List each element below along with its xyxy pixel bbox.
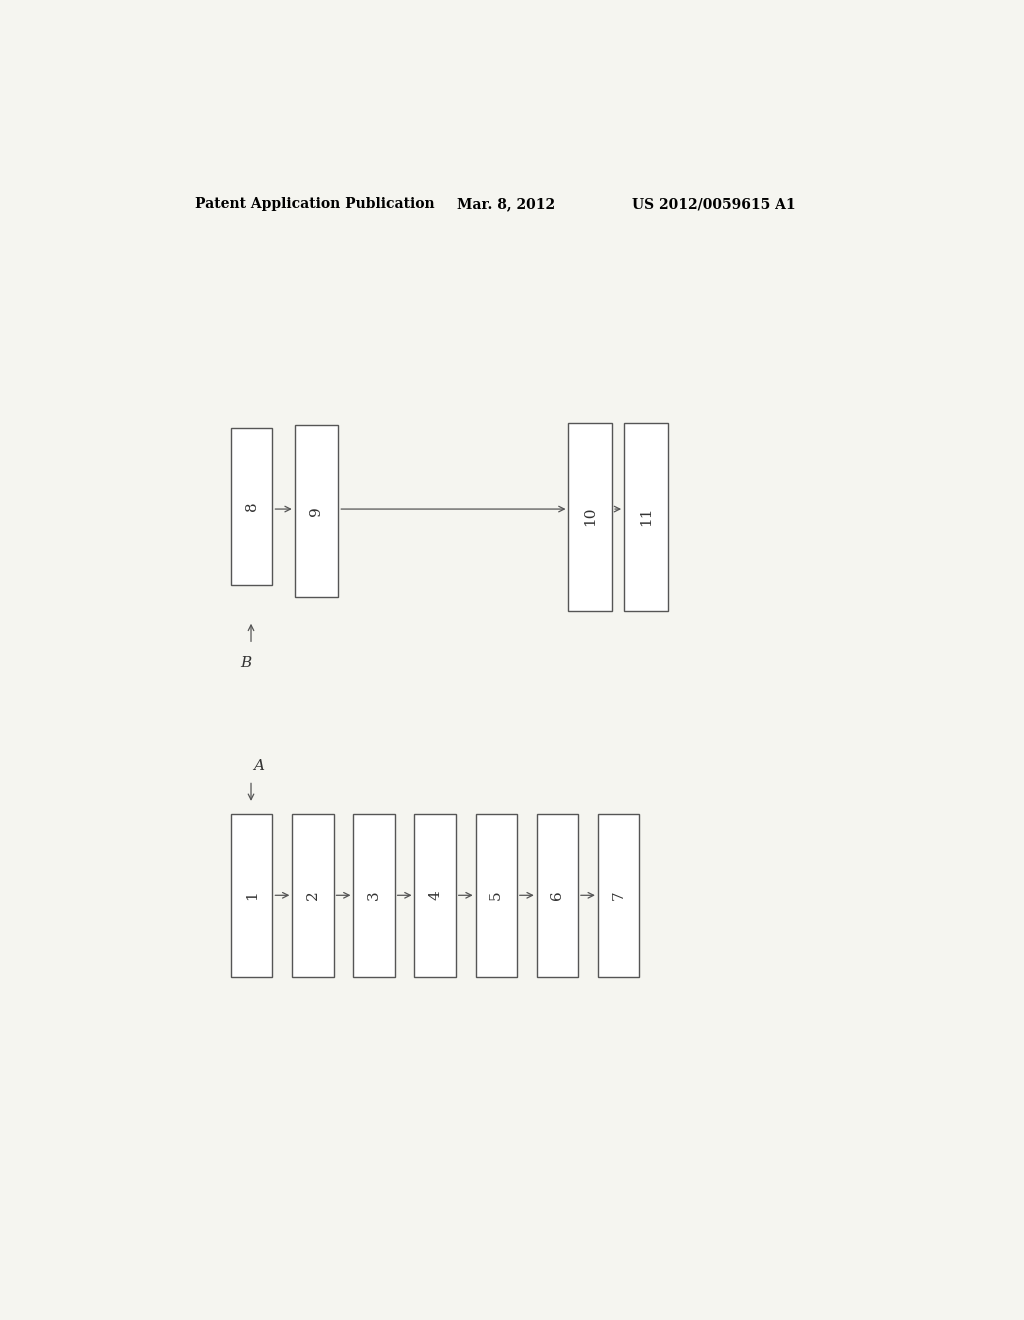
Text: 9: 9 <box>309 506 324 516</box>
Bar <box>231 428 272 585</box>
Text: 7: 7 <box>611 891 626 900</box>
Bar <box>475 814 517 977</box>
Text: 8: 8 <box>245 502 259 511</box>
Text: Patent Application Publication: Patent Application Publication <box>196 197 435 211</box>
Text: 11: 11 <box>639 507 653 527</box>
Text: 10: 10 <box>584 507 597 527</box>
Bar <box>353 814 394 977</box>
Text: US 2012/0059615 A1: US 2012/0059615 A1 <box>632 197 796 211</box>
Bar <box>598 814 639 977</box>
Bar <box>231 814 272 977</box>
Bar <box>415 814 456 977</box>
Bar <box>624 422 668 611</box>
Text: 4: 4 <box>428 891 442 900</box>
Bar <box>295 425 338 598</box>
Text: B: B <box>240 656 251 671</box>
Text: 1: 1 <box>245 891 259 900</box>
Text: 5: 5 <box>489 891 503 900</box>
Text: Mar. 8, 2012: Mar. 8, 2012 <box>458 197 555 211</box>
Text: 2: 2 <box>306 891 319 900</box>
Bar <box>292 814 334 977</box>
Bar <box>568 422 612 611</box>
Text: A: A <box>254 759 264 774</box>
Text: 6: 6 <box>550 891 564 900</box>
Bar <box>537 814 578 977</box>
Text: 3: 3 <box>367 891 381 900</box>
